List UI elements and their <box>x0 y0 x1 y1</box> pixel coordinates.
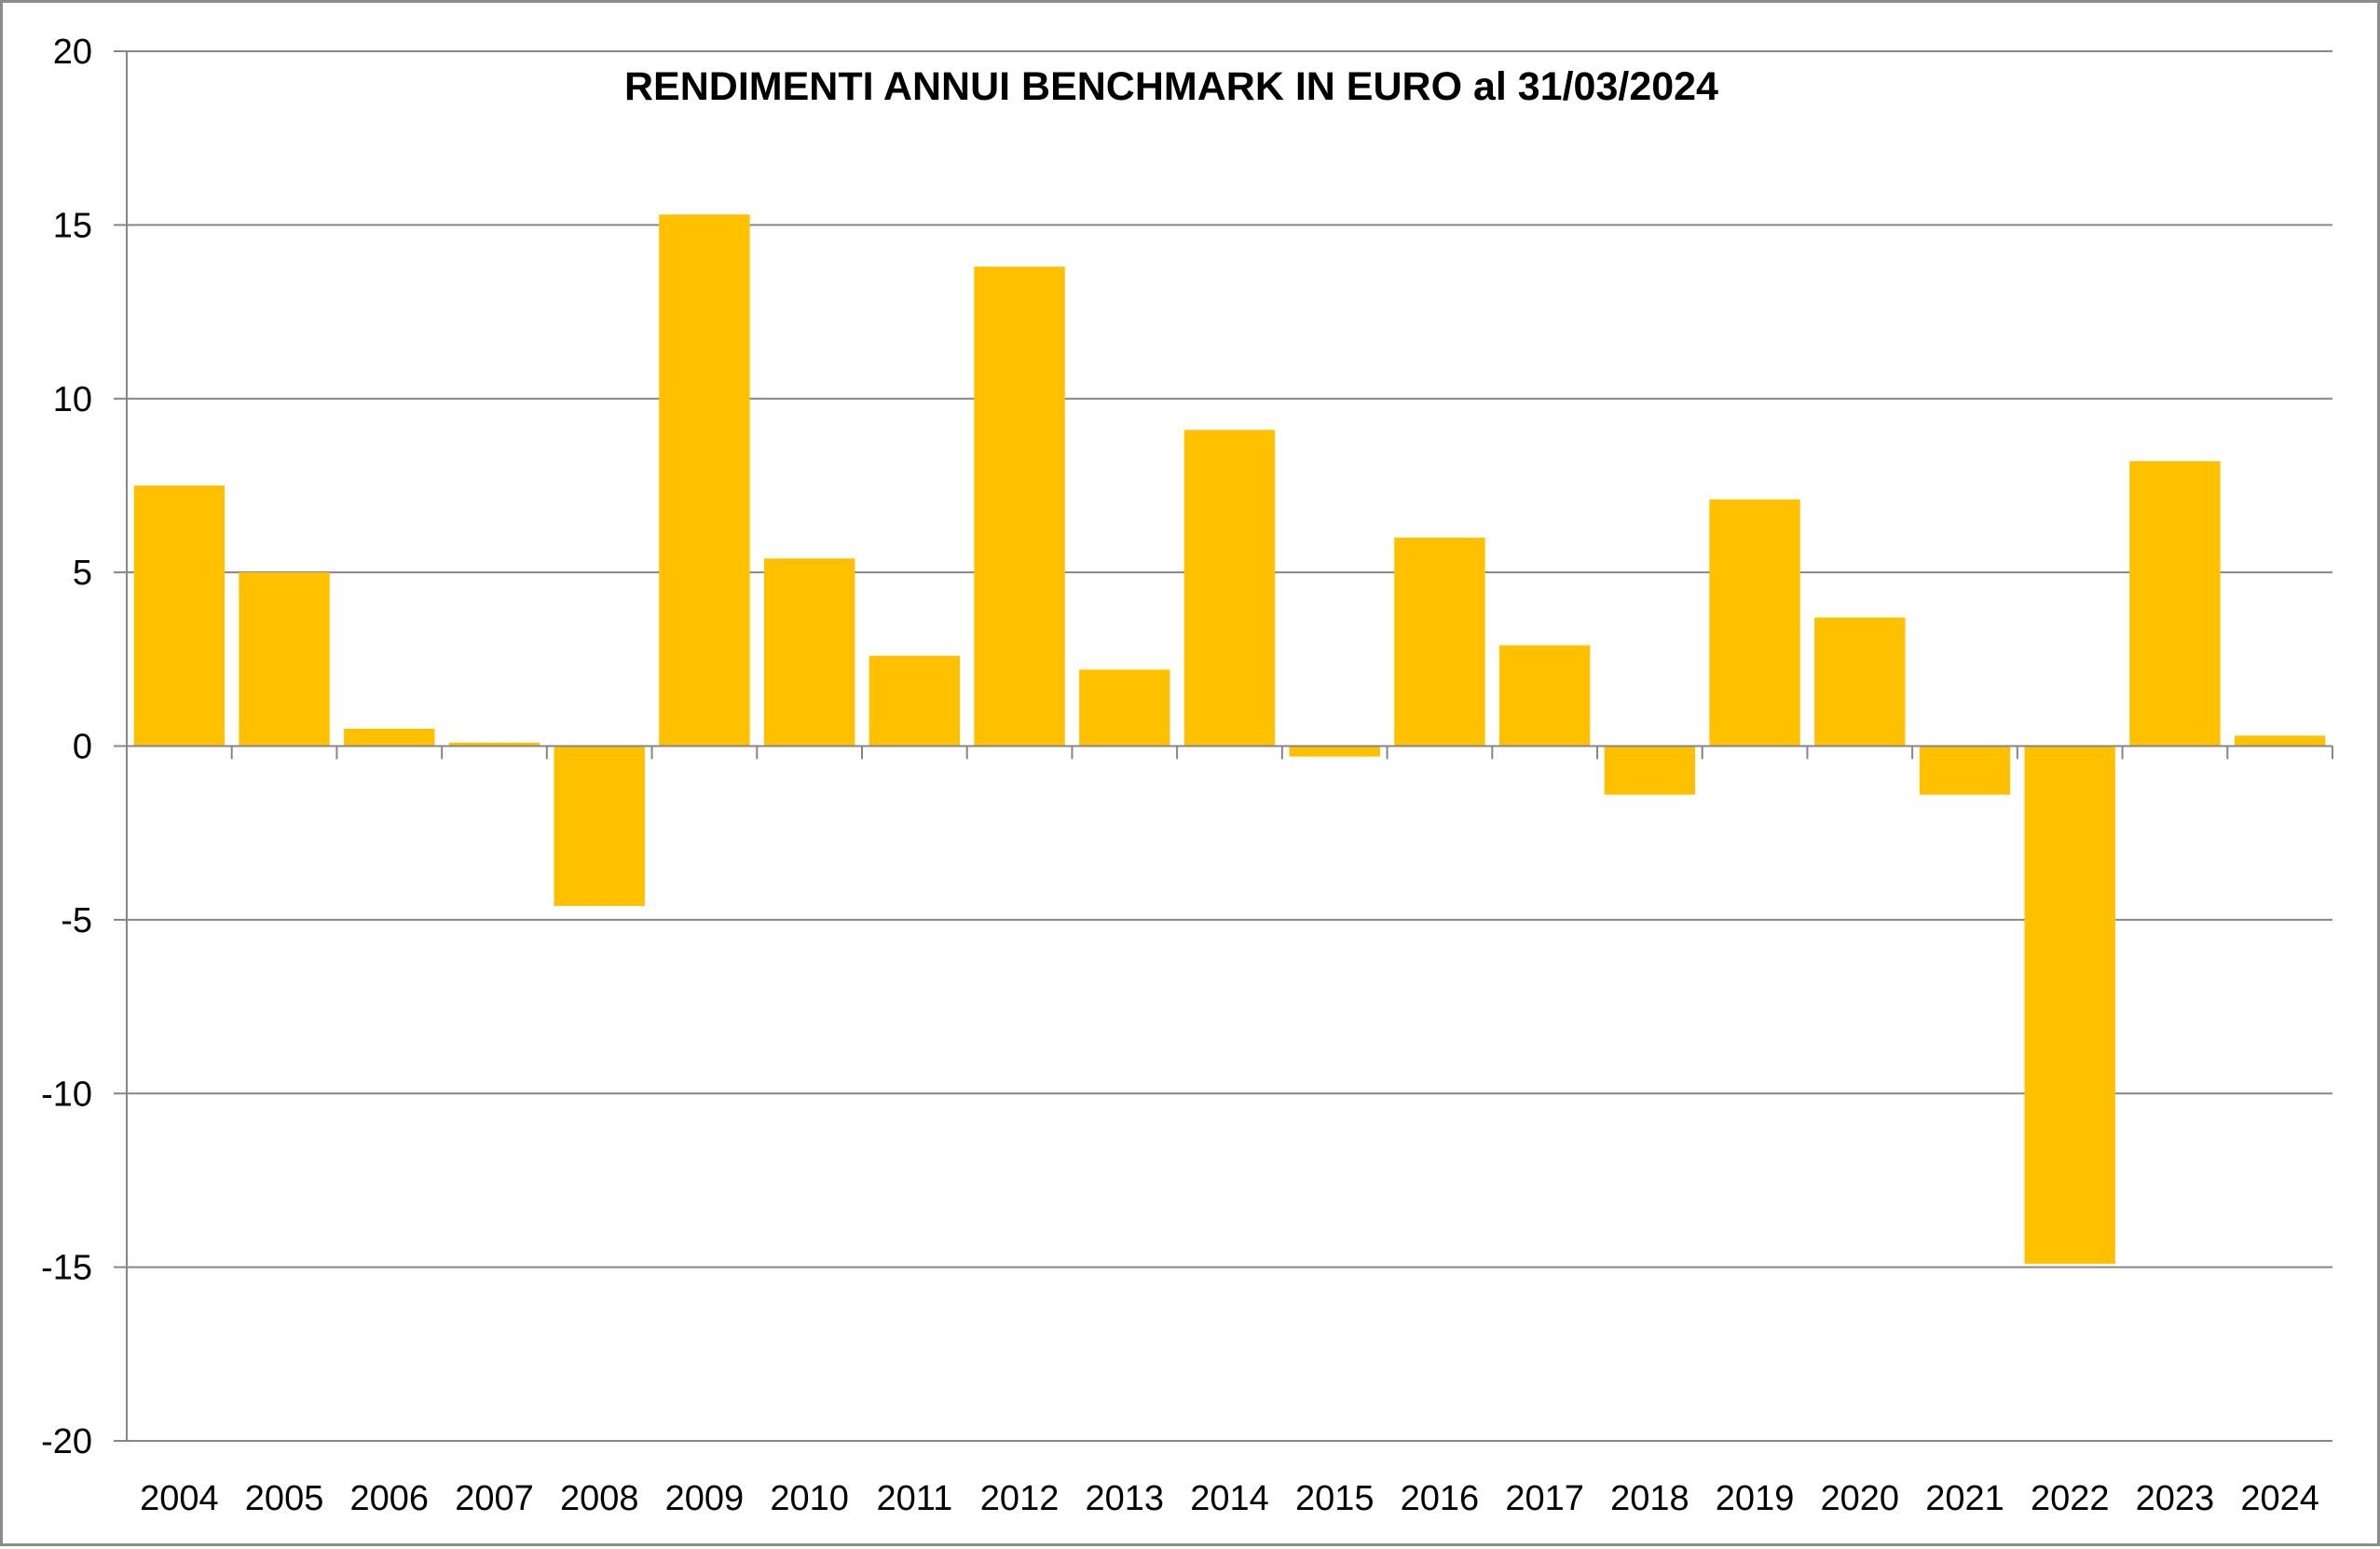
x-tick-label-2005: 2005 <box>245 1479 324 1518</box>
x-tick-label-2011: 2011 <box>876 1479 952 1518</box>
bar-2011 <box>869 655 961 747</box>
gridlines <box>127 50 2332 1442</box>
bar-2009 <box>659 214 750 747</box>
x-tick-labels: 2004 2005 2006 2007 2008 2009 2010 2011 2012 2013… <box>140 1479 2319 1518</box>
bar-2013 <box>1079 669 1170 747</box>
bar-2006 <box>344 728 435 747</box>
bar-2012 <box>974 267 1065 747</box>
x-tick-label-2009: 2009 <box>665 1479 745 1518</box>
x-tick-label-2023: 2023 <box>2136 1479 2215 1518</box>
bar-2005 <box>239 572 330 747</box>
bar-2023 <box>2129 460 2221 747</box>
x-tick-label-2024: 2024 <box>2240 1479 2319 1518</box>
y-tick-label: -15 <box>41 1249 92 1288</box>
x-tick-label-2012: 2012 <box>980 1479 1060 1518</box>
bar-2008 <box>554 746 645 906</box>
bar-2015 <box>1289 746 1380 757</box>
y-tick-label: -20 <box>41 1422 92 1461</box>
x-tick-label-2021: 2021 <box>1925 1479 2004 1518</box>
bar-2020 <box>1814 617 1906 747</box>
x-tick-label-2013: 2013 <box>1086 1479 1165 1518</box>
x-tick-label-2017: 2017 <box>1505 1479 1584 1518</box>
x-tick-label-2014: 2014 <box>1190 1479 1269 1518</box>
bar-2021 <box>1919 746 2011 795</box>
x-tick-label-2007: 2007 <box>455 1479 534 1518</box>
y-tick-label: 10 <box>53 380 92 419</box>
bar-2010 <box>763 558 855 747</box>
y-tick-label: 0 <box>73 728 92 767</box>
y-tick-label: 20 <box>53 33 92 72</box>
y-tick-label: -5 <box>61 901 92 940</box>
x-tick-label-2018: 2018 <box>1610 1479 1689 1518</box>
y-tick-label: 5 <box>73 554 92 593</box>
axes <box>114 50 2333 1442</box>
y-tick-label: -10 <box>41 1075 92 1114</box>
x-tick-label-2020: 2020 <box>1821 1479 1900 1518</box>
x-tick-label-2022: 2022 <box>2031 1479 2110 1518</box>
bar-2024 <box>2234 735 2326 747</box>
bar-2014 <box>1183 430 1276 747</box>
bar-2017 <box>1498 645 1591 747</box>
y-tick-labels: 20 15 10 5 0 -5 -10 -15 -20 <box>41 33 92 1461</box>
x-tick-label-2010: 2010 <box>770 1479 849 1518</box>
x-tick-label-2016: 2016 <box>1401 1479 1480 1518</box>
bar-2019 <box>1709 499 1800 747</box>
x-tick-label-2006: 2006 <box>350 1479 430 1518</box>
bar-2007 <box>448 742 540 747</box>
y-tick-label: 15 <box>53 206 92 245</box>
x-tick-label-2019: 2019 <box>1716 1479 1795 1518</box>
x-tick-label-2015: 2015 <box>1295 1479 1375 1518</box>
bar-2004 <box>133 485 226 747</box>
bar-2016 <box>1394 537 1485 747</box>
chart-title: RENDIMENTI ANNUI BENCHMARK IN EURO al 31… <box>624 64 1718 109</box>
bar-2022 <box>2024 746 2115 1264</box>
bar-2018 <box>1604 746 1696 795</box>
x-tick-label-2008: 2008 <box>560 1479 639 1518</box>
bars <box>133 214 2326 1264</box>
x-tick-label-2004: 2004 <box>140 1479 219 1518</box>
